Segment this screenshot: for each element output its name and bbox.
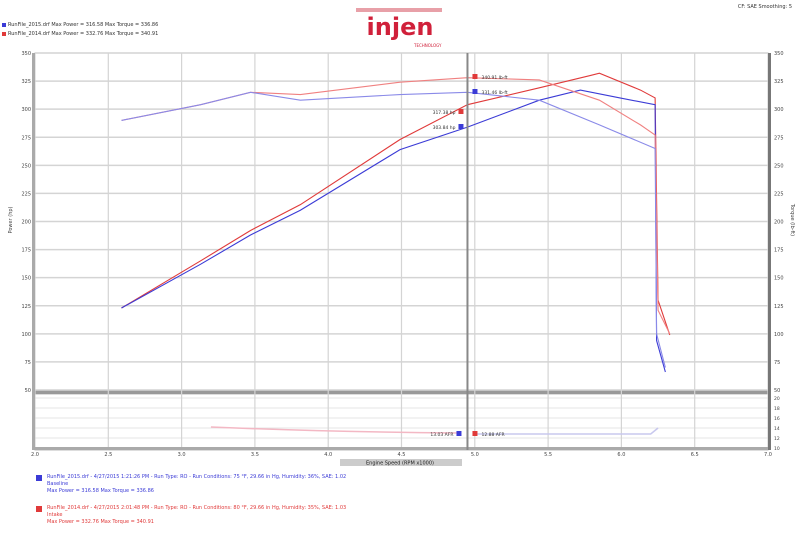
cursor-marker: [458, 124, 464, 129]
x-tick: 5.0: [471, 452, 479, 458]
y-tick-left: 75: [25, 360, 31, 366]
y-tick-left: 225: [21, 191, 31, 197]
x-tick: 7.0: [764, 452, 772, 458]
x-axis-label-bg: [340, 459, 462, 466]
series-line-power-run2: [121, 72, 671, 336]
header-run1: RunFile_2015.drf Max Power = 316.58 Max …: [2, 22, 158, 28]
legend-run2-note: Intake: [47, 512, 63, 518]
y-tick-right: 200: [774, 220, 784, 226]
y-tick-right: 250: [774, 163, 784, 169]
y-tick-left: 350: [21, 51, 31, 57]
afr-tick: 18: [774, 406, 780, 412]
cursor-marker: [456, 431, 462, 436]
chart-svg: 350 350 325 325 300 300 275 275 250 250 225 225 200 2…: [8, 51, 795, 467]
legend-run1-details: RunFile_2015.drf - 4/27/2015 1:21:26 PM …: [47, 474, 347, 480]
legend-run2: RunFile_2014.drf - 4/27/2015 2:01:48 PM …: [36, 505, 346, 526]
y-tick-right: 100: [774, 332, 784, 338]
y-tick-right: 175: [774, 248, 784, 254]
injen-logo: injen TECHNOLOGY: [350, 6, 450, 48]
y-tick-right: 75: [774, 360, 780, 366]
legend-run1-max: Max Power = 316.58 Max Torque = 336.86: [47, 488, 154, 494]
header-run2: RunFile_2014.drf Max Power = 332.76 Max …: [2, 31, 158, 37]
cursor-value-label: 317.38 hp: [433, 110, 456, 116]
cursor-value-label: 12.88 AFR: [481, 432, 504, 438]
cursor-value-label: 340.91 lb-ft: [481, 75, 507, 81]
run2-swatch: [2, 32, 6, 36]
y-tick-right: 325: [774, 79, 784, 85]
cursor-value-label: 331.46 lb-ft: [481, 90, 507, 96]
svg-text:injen: injen: [367, 13, 434, 41]
x-tick: 5.5: [544, 452, 552, 458]
afr-tick: 20: [774, 396, 780, 402]
afr-tick: 12: [774, 436, 780, 442]
left-axis-bar: [32, 53, 35, 450]
y-tick-left: 250: [21, 163, 31, 169]
x-tick: 6.5: [691, 452, 699, 458]
cursor-marker: [472, 89, 478, 94]
cursor-value-label: 303.84 hp: [433, 125, 456, 131]
afr-tick: 16: [774, 416, 780, 422]
bottom-axis-bar: [35, 447, 768, 450]
legend-run1-swatch: [36, 475, 42, 481]
legend-run1-note: Baseline: [47, 481, 69, 487]
correction-label: CF: SAE Smoothing: 5: [737, 4, 792, 10]
cursor-marker: [458, 109, 464, 114]
y-tick-left: 125: [21, 304, 31, 310]
right-axis-bar: [768, 53, 771, 450]
x-tick: 2.0: [31, 452, 39, 458]
cursor-marker: [472, 74, 478, 79]
x-tick: 3.0: [178, 452, 186, 458]
y-tick-left: 50: [25, 388, 31, 394]
x-axis-label: Engine Speed (RPM x1000): [366, 461, 434, 467]
afr-line-run1: [474, 427, 659, 435]
y-tick-left: 325: [21, 79, 31, 85]
y-tick-right: 275: [774, 135, 784, 141]
y-tick-right: 350: [774, 51, 784, 57]
legend-run2-details: RunFile_2014.drf - 4/27/2015 2:01:48 PM …: [47, 505, 347, 511]
header-run1-text: RunFile_2015.drf Max Power = 316.58 Max …: [8, 22, 159, 28]
y-tick-right: 125: [774, 304, 784, 310]
x-tick: 3.5: [251, 452, 259, 458]
y-axis-label-right: Torque (lb-ft): [789, 203, 795, 236]
afr-tick: 14: [774, 426, 780, 432]
x-tick: 4.5: [398, 452, 406, 458]
cursor-marker: [472, 431, 478, 436]
y-tick-left: 150: [21, 276, 31, 282]
header-run2-text: RunFile_2014.drf Max Power = 332.76 Max …: [8, 31, 159, 37]
y-tick-left: 175: [21, 248, 31, 254]
run1-swatch: [2, 23, 6, 27]
legend-run2-swatch: [36, 506, 42, 512]
y-tick-left: 200: [21, 220, 31, 226]
x-tick: 4.0: [324, 452, 332, 458]
x-tick: 2.5: [104, 452, 112, 458]
afr-tick: 10: [774, 446, 780, 452]
y-tick-right: 300: [774, 107, 784, 113]
y-tick-left: 100: [21, 332, 31, 338]
y-tick-left: 275: [21, 135, 31, 141]
y-tick-right: 150: [774, 276, 784, 282]
y-tick-left: 300: [21, 107, 31, 113]
legend-run2-max: Max Power = 332.76 Max Torque = 340.91: [47, 519, 154, 525]
y-axis-label-left: Power (hp): [8, 206, 14, 233]
y-tick-right: 225: [774, 191, 784, 197]
afr-line-run2: [210, 426, 461, 434]
x-tick: 6.0: [617, 452, 625, 458]
cursor-value-label: 13.03 AFR: [430, 432, 453, 438]
legend-run1: RunFile_2015.drf - 4/27/2015 1:21:26 PM …: [36, 474, 346, 495]
svg-text:TECHNOLOGY: TECHNOLOGY: [413, 43, 442, 48]
y-tick-right: 50: [774, 388, 780, 394]
